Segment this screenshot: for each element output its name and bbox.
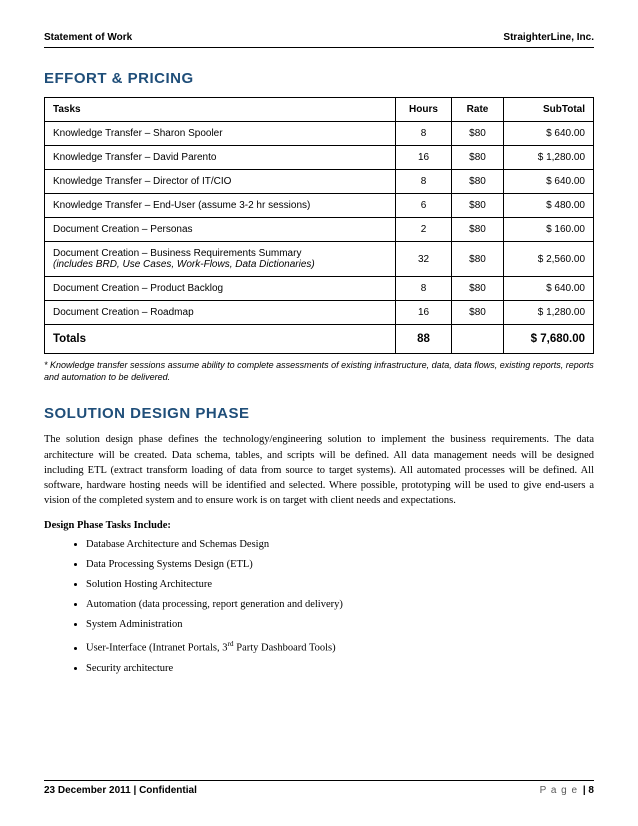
- hours-cell: 16: [396, 146, 452, 170]
- list-item: User-Interface (Intranet Portals, 3rd Pa…: [86, 639, 594, 654]
- rate-cell: $80: [452, 146, 504, 170]
- totals-subtotal: $ 7,680.00: [504, 325, 594, 354]
- rate-cell: $80: [452, 277, 504, 301]
- subtotal-cell: $ 640.00: [504, 277, 594, 301]
- hours-cell: 8: [396, 277, 452, 301]
- list-item: Automation (data processing, report gene…: [86, 599, 594, 610]
- col-subtotal: SubTotal: [504, 98, 594, 122]
- table-header-row: Tasks Hours Rate SubTotal: [45, 98, 594, 122]
- design-tasks-list: Database Architecture and Schemas Design…: [44, 539, 594, 674]
- design-tasks-subhead: Design Phase Tasks Include:: [44, 520, 594, 531]
- table-row: Document Creation – Roadmap 16$80$ 1,280.…: [45, 301, 594, 325]
- rate-cell: $80: [452, 301, 504, 325]
- subtotal-cell: $ 2,560.00: [504, 242, 594, 277]
- table-row: Knowledge Transfer – End-User (assume 3-…: [45, 194, 594, 218]
- hours-cell: 6: [396, 194, 452, 218]
- hours-cell: 8: [396, 122, 452, 146]
- task-subtext: (includes BRD, Use Cases, Work-Flows, Da…: [53, 259, 387, 270]
- subtotal-cell: $ 640.00: [504, 170, 594, 194]
- list-item: Solution Hosting Architecture: [86, 579, 594, 590]
- hours-cell: 8: [396, 170, 452, 194]
- subtotal-cell: $ 160.00: [504, 218, 594, 242]
- page-footer: 23 December 2011 | Confidential P a g e …: [44, 780, 594, 796]
- page-label: P a g e: [540, 785, 579, 796]
- footer-right: P a g e | 8: [540, 785, 594, 796]
- subtotal-cell: $ 1,280.00: [504, 301, 594, 325]
- task-label: Knowledge Transfer – Director of IT/CIO: [53, 176, 231, 187]
- table-row: Knowledge Transfer – Director of IT/CIO 8…: [45, 170, 594, 194]
- task-cell: Document Creation – Roadmap: [45, 301, 396, 325]
- task-cell: Knowledge Transfer – End-User (assume 3-…: [45, 194, 396, 218]
- header-left: Statement of Work: [44, 32, 132, 43]
- task-label: Document Creation – Roadmap: [53, 307, 194, 318]
- rate-cell: $80: [452, 242, 504, 277]
- totals-hours: 88: [396, 325, 452, 354]
- totals-rate: [452, 325, 504, 354]
- subtotal-cell: $ 480.00: [504, 194, 594, 218]
- table-row: Document Creation – Product Backlog 8$80$…: [45, 277, 594, 301]
- task-cell: Knowledge Transfer – Sharon Spooler: [45, 122, 396, 146]
- page-header: Statement of Work StraighterLine, Inc.: [44, 32, 594, 48]
- task-label: Knowledge Transfer – David Parento: [53, 152, 216, 163]
- rate-cell: $80: [452, 194, 504, 218]
- rate-cell: $80: [452, 218, 504, 242]
- table-row: Knowledge Transfer – Sharon Spooler 8$80$…: [45, 122, 594, 146]
- task-label: Document Creation – Product Backlog: [53, 283, 223, 294]
- table-row: Knowledge Transfer – David Parento 16$80$…: [45, 146, 594, 170]
- task-label: Knowledge Transfer – End-User (assume 3-…: [53, 200, 310, 211]
- task-label: Document Creation – Personas: [53, 224, 193, 235]
- page-number: | 8: [583, 785, 594, 796]
- task-cell: Document Creation – Personas: [45, 218, 396, 242]
- list-item: Database Architecture and Schemas Design: [86, 539, 594, 550]
- col-hours: Hours: [396, 98, 452, 122]
- subtotal-cell: $ 1,280.00: [504, 146, 594, 170]
- section-solution-design-title: SOLUTION DESIGN PHASE: [44, 405, 594, 422]
- rate-cell: $80: [452, 122, 504, 146]
- totals-label: Totals: [45, 325, 396, 354]
- list-item: Data Processing Systems Design (ETL): [86, 559, 594, 570]
- header-right: StraighterLine, Inc.: [503, 32, 594, 43]
- section-effort-pricing-title: EFFORT & PRICING: [44, 70, 594, 87]
- solution-design-paragraph: The solution design phase defines the te…: [44, 432, 594, 508]
- list-item: System Administration: [86, 619, 594, 630]
- hours-cell: 16: [396, 301, 452, 325]
- totals-row: Totals 88 $ 7,680.00: [45, 325, 594, 354]
- table-footnote: * Knowledge transfer sessions assume abi…: [44, 359, 594, 383]
- table-row: Document Creation – Personas 2$80$ 160.00: [45, 218, 594, 242]
- task-label: Knowledge Transfer – Sharon Spooler: [53, 128, 223, 139]
- list-item: Security architecture: [86, 663, 594, 674]
- col-rate: Rate: [452, 98, 504, 122]
- subtotal-cell: $ 640.00: [504, 122, 594, 146]
- pricing-table: Tasks Hours Rate SubTotal Knowledge Tran…: [44, 97, 594, 354]
- task-label: Document Creation – Business Requirement…: [53, 248, 301, 259]
- task-cell: Knowledge Transfer – Director of IT/CIO: [45, 170, 396, 194]
- col-tasks: Tasks: [45, 98, 396, 122]
- rate-cell: $80: [452, 170, 504, 194]
- footer-left: 23 December 2011 | Confidential: [44, 785, 197, 796]
- task-cell: Knowledge Transfer – David Parento: [45, 146, 396, 170]
- hours-cell: 32: [396, 242, 452, 277]
- task-cell: Document Creation – Product Backlog: [45, 277, 396, 301]
- hours-cell: 2: [396, 218, 452, 242]
- task-cell: Document Creation – Business Requirement…: [45, 242, 396, 277]
- table-row: Document Creation – Business Requirement…: [45, 242, 594, 277]
